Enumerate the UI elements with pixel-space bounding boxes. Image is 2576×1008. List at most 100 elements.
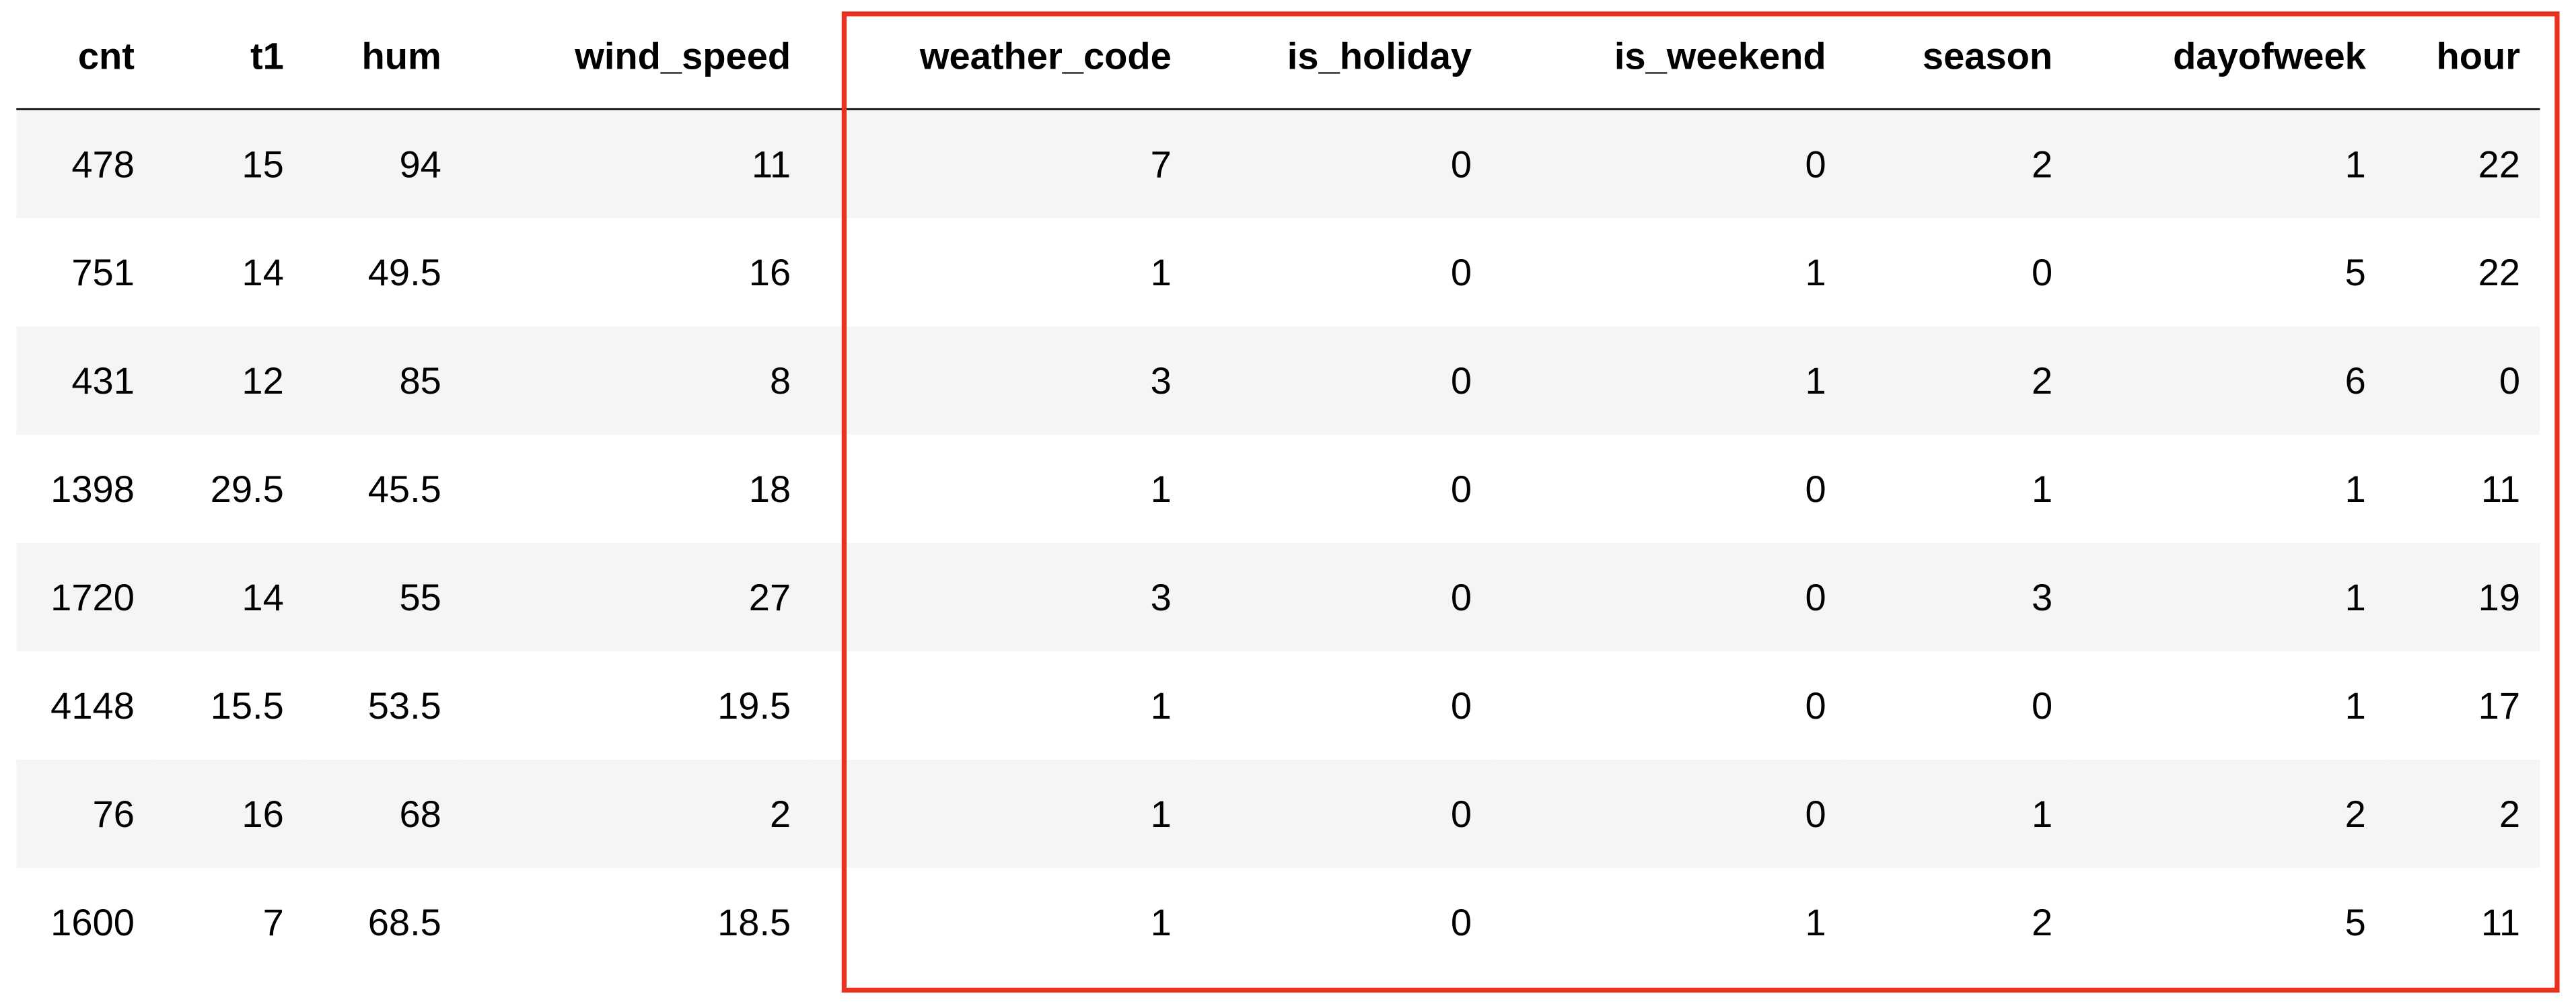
table-cell: 0	[1191, 218, 1492, 327]
table-cell: 1	[1845, 759, 2073, 868]
dataframe-table: cnt t1 hum wind_speed weather_code is_ho…	[16, 3, 2540, 976]
table-cell: 3	[1845, 543, 2073, 651]
table-cell: 5	[2072, 218, 2386, 327]
table-row: 1720 14 55 27 3 0 0 3 1 19	[16, 543, 2540, 651]
column-header-is-weekend: is_weekend	[1491, 3, 1846, 110]
table-cell: 53.5	[303, 651, 462, 760]
table-cell: 2	[461, 759, 811, 868]
table-cell: 1	[1491, 326, 1846, 435]
column-header-is-holiday: is_holiday	[1191, 3, 1492, 110]
table-row: 751 14 49.5 16 1 0 1 0 5 22	[16, 218, 2540, 327]
table-cell: 2	[1845, 867, 2073, 976]
table-cell: 11	[2386, 867, 2540, 976]
table-cell: 8	[461, 326, 811, 435]
table-cell: 1	[1845, 435, 2073, 544]
table-cell: 0	[1491, 543, 1846, 651]
table-cell: 2	[2072, 759, 2386, 868]
column-header-dayofweek: dayofweek	[2072, 3, 2386, 110]
table-row: 431 12 85 8 3 0 1 2 6 0	[16, 326, 2540, 435]
table-cell: 15.5	[154, 651, 304, 760]
table-cell: 4148	[16, 651, 155, 760]
table-cell: 1	[810, 435, 1192, 544]
table-cell: 7	[810, 109, 1192, 219]
table-cell: 45.5	[303, 435, 462, 544]
table-cell: 0	[1491, 651, 1846, 760]
column-header-weather-code: weather_code	[810, 3, 1192, 110]
table-cell: 0	[1191, 759, 1492, 868]
table-cell: 18	[461, 435, 811, 544]
table-cell: 0	[1491, 109, 1846, 219]
table-cell: 22	[2386, 218, 2540, 327]
table-cell: 14	[154, 543, 304, 651]
table-cell: 7	[154, 867, 304, 976]
table-cell: 76	[16, 759, 155, 868]
table-cell: 17	[2386, 651, 2540, 760]
table-cell: 0	[1845, 651, 2073, 760]
table-cell: 1	[810, 759, 1192, 868]
table-cell: 0	[1191, 543, 1492, 651]
table-cell: 16	[461, 218, 811, 327]
table-row: 1600 7 68.5 18.5 1 0 1 2 5 11	[16, 867, 2540, 976]
table-cell: 1	[1491, 867, 1846, 976]
table-cell: 16	[154, 759, 304, 868]
table-cell: 1	[1491, 218, 1846, 327]
table-cell: 18.5	[461, 867, 811, 976]
table-cell: 0	[1191, 867, 1492, 976]
table-cell: 1	[2072, 109, 2386, 219]
table-cell: 29.5	[154, 435, 304, 544]
table-cell: 478	[16, 109, 155, 219]
header-row: cnt t1 hum wind_speed weather_code is_ho…	[16, 3, 2540, 110]
table-cell: 1398	[16, 435, 155, 544]
table-row: 1398 29.5 45.5 18 1 0 0 1 1 11	[16, 435, 2540, 544]
table-cell: 751	[16, 218, 155, 327]
table-cell: 1600	[16, 867, 155, 976]
table-cell: 49.5	[303, 218, 462, 327]
table-cell: 15	[154, 109, 304, 219]
table-cell: 431	[16, 326, 155, 435]
table-cell: 1	[2072, 435, 2386, 544]
table-cell: 22	[2386, 109, 2540, 219]
table-cell: 0	[1845, 218, 2073, 327]
table-row: 4148 15.5 53.5 19.5 1 0 0 0 1 17	[16, 651, 2540, 760]
table-cell: 0	[2386, 326, 2540, 435]
column-header-season: season	[1845, 3, 2073, 110]
table-cell: 94	[303, 109, 462, 219]
table-cell: 27	[461, 543, 811, 651]
table-cell: 5	[2072, 867, 2386, 976]
table-cell: 0	[1191, 326, 1492, 435]
column-header-hum: hum	[303, 3, 462, 110]
table-cell: 1	[810, 867, 1192, 976]
table-cell: 0	[1491, 759, 1846, 868]
table-cell: 2	[2386, 759, 2540, 868]
table-cell: 14	[154, 218, 304, 327]
table-cell: 1	[2072, 651, 2386, 760]
table-row: 76 16 68 2 1 0 0 1 2 2	[16, 759, 2540, 868]
column-header-t1: t1	[154, 3, 304, 110]
table-cell: 1720	[16, 543, 155, 651]
table-cell: 19	[2386, 543, 2540, 651]
column-header-hour: hour	[2386, 3, 2540, 110]
table-cell: 0	[1191, 651, 1492, 760]
table-cell: 0	[1191, 435, 1492, 544]
table-cell: 12	[154, 326, 304, 435]
table-cell: 2	[1845, 109, 2073, 219]
table-cell: 3	[810, 326, 1192, 435]
table-cell: 6	[2072, 326, 2386, 435]
table-cell: 0	[1491, 435, 1846, 544]
table-cell: 11	[461, 109, 811, 219]
table-cell: 0	[1191, 109, 1492, 219]
table-cell: 68	[303, 759, 462, 868]
column-header-wind-speed: wind_speed	[461, 3, 811, 110]
table-cell: 1	[810, 651, 1192, 760]
table-cell: 1	[2072, 543, 2386, 651]
column-header-cnt: cnt	[16, 3, 155, 110]
table-cell: 85	[303, 326, 462, 435]
table-cell: 2	[1845, 326, 2073, 435]
table-row: 478 15 94 11 7 0 0 2 1 22	[16, 109, 2540, 219]
table-cell: 11	[2386, 435, 2540, 544]
table-cell: 1	[810, 218, 1192, 327]
table-cell: 19.5	[461, 651, 811, 760]
table-cell: 3	[810, 543, 1192, 651]
table-cell: 55	[303, 543, 462, 651]
